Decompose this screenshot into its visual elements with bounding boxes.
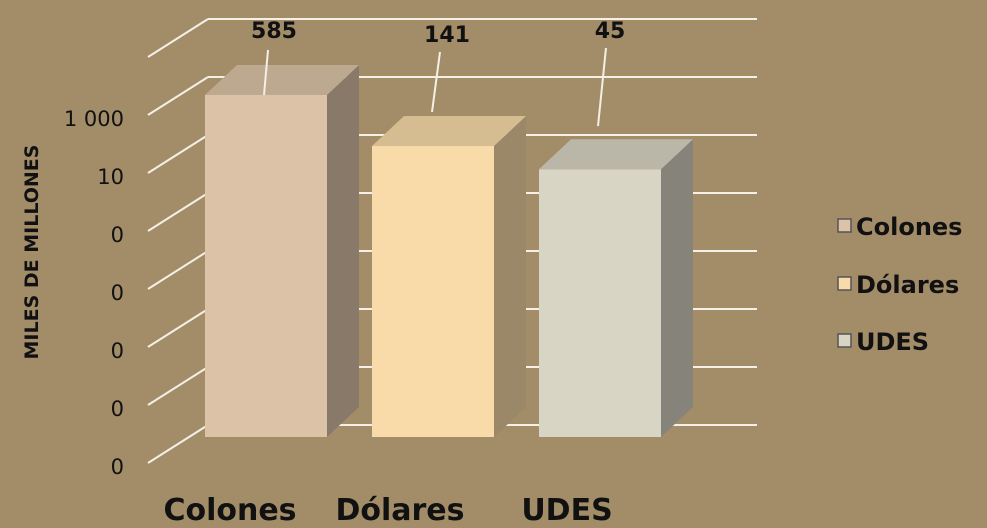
gridline-diagonal-3 [147,250,209,290]
data-label-dolares: 141 [424,23,470,48]
bar-side-dolares [494,116,526,438]
legend-label-udes: UDES [856,328,929,356]
y-tick-label-6: 1 000 [64,107,124,131]
bar-side-udes [661,139,693,437]
legend-item-udes: UDES [837,328,929,356]
gridline-diagonal-6 [147,76,209,116]
gridline-diagonal-7 [147,18,209,58]
chart-bars [205,65,693,438]
bar-top-udes [539,139,693,170]
x-tick-label-dolares: Dólares [335,493,464,528]
legend-swatch-udes [837,333,852,348]
legend: Colones Dólares UDES [837,213,962,356]
x-tick-label-colones: Colones [163,493,296,528]
data-label-leader-dolares [431,51,441,113]
bar-top-colones [205,65,359,95]
y-tick-label-0: 0 [111,455,124,479]
legend-label-colones: Colones [856,213,962,241]
data-label-leader-colones [263,49,269,96]
gridline-diagonal-1 [147,366,209,406]
x-axis-ticks: Colones Dólares UDES [163,493,612,528]
y-tick-label-4: 0 [111,223,124,247]
data-label-leader-udes [597,47,607,127]
bar-front-dolares [372,146,494,437]
gridline-diagonal-0 [147,424,209,464]
y-tick-label-2: 0 [111,339,124,363]
gridline-diagonal-4 [147,192,209,232]
bar-colones [205,65,359,437]
bar-dolares [372,116,526,438]
legend-swatch-dolares [837,276,852,291]
legend-label-dolares: Dólares [856,271,959,299]
x-tick-label-udes: UDES [521,493,612,528]
bar-udes [539,139,693,437]
legend-item-dolares: Dólares [837,271,959,299]
bar-front-udes [539,169,661,437]
y-tick-label-3: 0 [111,281,124,305]
y-tick-label-5: 10 [97,165,124,189]
gridline-diagonal-5 [147,134,209,174]
bar-top-dolares [372,116,526,147]
legend-item-colones: Colones [837,213,962,241]
bar-side-colones [327,65,359,437]
data-label-colones: 585 [251,19,297,44]
data-label-udes: 45 [595,19,626,44]
legend-swatch-colones [837,218,852,233]
gridline-diagonal-2 [147,308,209,348]
y-axis-label: MILES DE MILLONES [21,145,43,360]
y-axis-ticks: 0 0 0 0 0 10 1 000 [64,107,124,479]
bar-front-colones [205,95,327,437]
y-tick-label-1: 0 [111,397,124,421]
data-labels: 585 141 45 [251,19,626,127]
